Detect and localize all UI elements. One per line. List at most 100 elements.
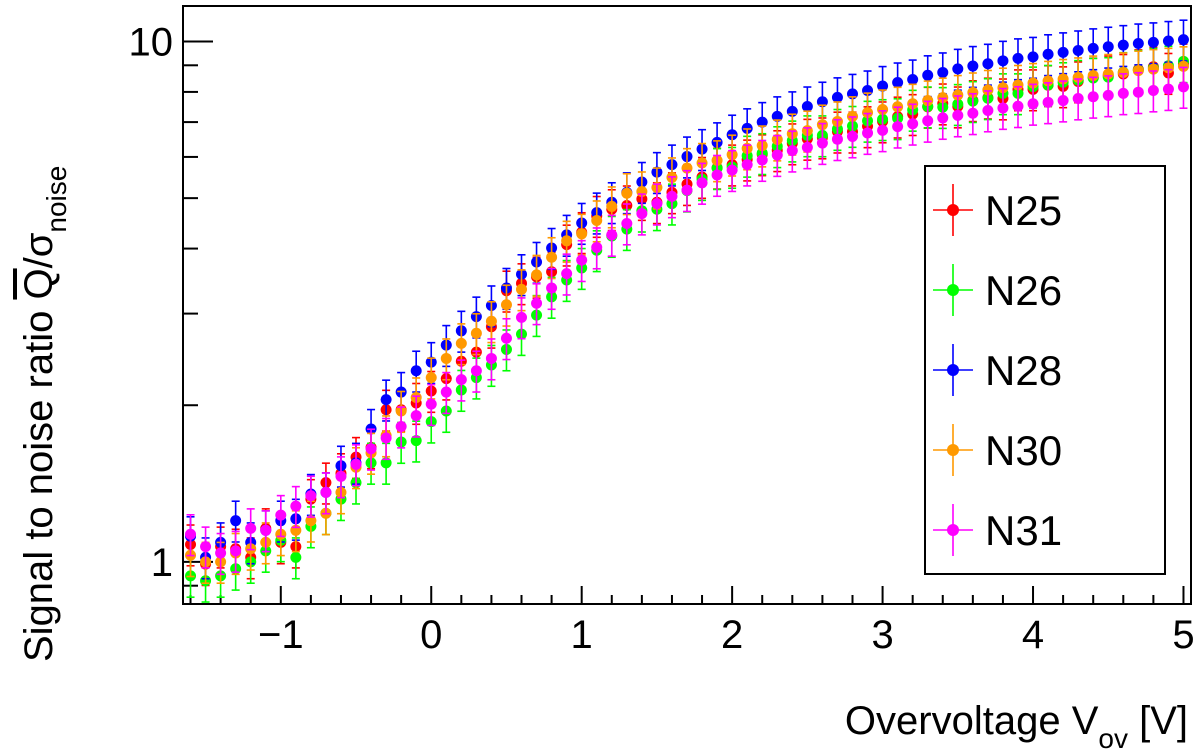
data-point	[380, 432, 392, 444]
data-point	[967, 60, 979, 72]
data-point	[1057, 95, 1069, 107]
data-point	[1102, 41, 1114, 53]
data-point	[260, 524, 272, 536]
legend-marker	[947, 364, 959, 376]
data-point	[771, 110, 783, 122]
data-point	[1162, 62, 1174, 74]
data-point	[1027, 77, 1039, 89]
data-point	[1177, 60, 1189, 72]
data-point	[606, 200, 618, 212]
data-point	[485, 352, 497, 364]
data-point	[500, 299, 512, 311]
data-point	[546, 251, 558, 263]
x-tick-label: 3	[871, 613, 893, 657]
data-point	[907, 74, 919, 86]
data-point	[877, 104, 889, 116]
data-point	[1132, 38, 1144, 50]
data-point	[561, 235, 573, 247]
legend-marker	[947, 524, 959, 536]
data-point	[801, 141, 813, 153]
data-point	[1072, 44, 1084, 56]
data-point	[997, 102, 1009, 114]
legend-label-N25: N25	[985, 187, 1062, 234]
data-point	[651, 198, 663, 210]
data-point	[440, 352, 452, 364]
legend-label-N28: N28	[985, 347, 1062, 394]
data-point	[952, 63, 964, 75]
data-point	[982, 84, 994, 96]
data-point	[350, 458, 362, 470]
data-point	[380, 394, 392, 406]
data-point	[1012, 52, 1024, 64]
data-point	[425, 372, 437, 384]
data-point	[1177, 34, 1189, 46]
plot-frame	[182, 5, 1192, 605]
data-point	[531, 297, 543, 309]
data-point	[862, 127, 874, 139]
data-point	[1072, 93, 1084, 105]
data-point	[967, 86, 979, 98]
data-point	[726, 164, 738, 176]
data-point	[1147, 85, 1159, 97]
data-point	[425, 398, 437, 410]
data-point	[1132, 86, 1144, 98]
data-point	[576, 254, 588, 266]
legend-label-N31: N31	[985, 507, 1062, 554]
x-tick-label: 1	[571, 613, 593, 657]
data-point	[1012, 100, 1024, 112]
data-point	[892, 121, 904, 133]
data-point	[1087, 70, 1099, 82]
data-point	[290, 500, 302, 512]
x-tick-label: 5	[1172, 613, 1194, 657]
data-point	[1057, 46, 1069, 58]
data-point	[591, 214, 603, 226]
plot-area	[185, 19, 1189, 603]
data-point	[245, 522, 257, 534]
x-axis: −1 0 1 2 3 4 5	[189, 586, 1195, 657]
data-point	[1072, 71, 1084, 83]
data-point	[1087, 42, 1099, 54]
data-point	[1162, 35, 1174, 47]
data-point	[500, 332, 512, 344]
data-point	[621, 187, 633, 199]
data-point	[982, 58, 994, 70]
y-axis-title: Signal to noise ratio Q/σnoise	[17, 166, 72, 662]
data-point	[1117, 39, 1129, 51]
data-point	[335, 470, 347, 482]
data-point	[771, 149, 783, 161]
data-point	[1087, 91, 1099, 103]
data-point	[952, 89, 964, 101]
data-point	[410, 410, 422, 422]
data-point	[892, 77, 904, 89]
legend-marker	[947, 444, 959, 456]
data-point	[410, 435, 422, 447]
data-point	[485, 315, 497, 327]
data-point	[455, 337, 467, 349]
data-point	[1162, 83, 1174, 95]
x-tick-label: −1	[258, 613, 304, 657]
data-point	[1117, 66, 1129, 78]
data-point	[937, 66, 949, 78]
y-tick-label: 1	[151, 541, 173, 585]
data-point	[516, 311, 528, 323]
data-point	[997, 82, 1009, 94]
series-N31	[185, 66, 1189, 576]
data-point	[982, 104, 994, 116]
legend-label-N30: N30	[985, 427, 1062, 474]
data-point	[1102, 68, 1114, 80]
x-tick-label: 4	[1022, 613, 1044, 657]
data-point	[621, 217, 633, 229]
data-point	[877, 80, 889, 92]
data-point	[937, 112, 949, 124]
data-point	[636, 208, 648, 220]
data-point	[1027, 98, 1039, 110]
data-point	[711, 169, 723, 181]
data-point	[1147, 36, 1159, 48]
data-point	[1117, 87, 1129, 99]
legend: N25 N26 N28 N30 N31	[924, 165, 1166, 575]
data-point	[997, 55, 1009, 67]
data-point	[862, 107, 874, 119]
data-point	[470, 327, 482, 339]
data-point	[831, 133, 843, 145]
